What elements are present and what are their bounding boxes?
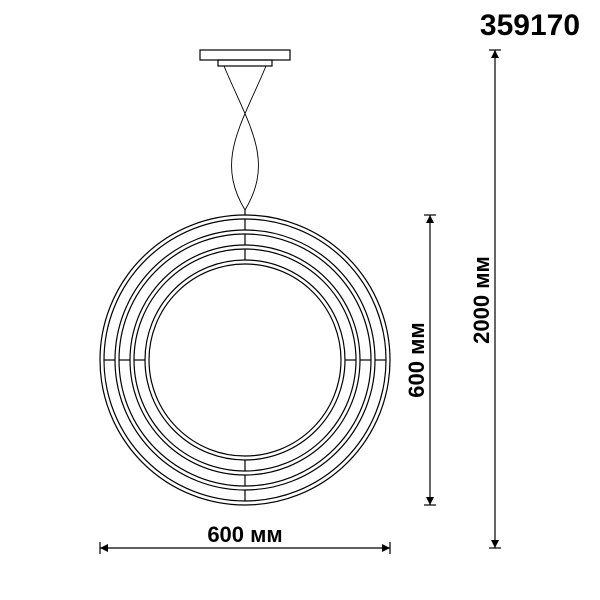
dim-label-ring-height: 600 мм	[404, 322, 429, 397]
ceiling-mount	[200, 50, 290, 60]
product-code: 359170	[480, 9, 580, 42]
dim-label-width: 600 мм	[207, 522, 282, 547]
pendant-rings	[100, 215, 390, 505]
ceiling-mount-inner	[218, 60, 272, 66]
suspension-cable	[232, 66, 266, 210]
suspension-cable	[224, 66, 258, 210]
dim-label-overall-height: 2000 мм	[469, 256, 494, 344]
